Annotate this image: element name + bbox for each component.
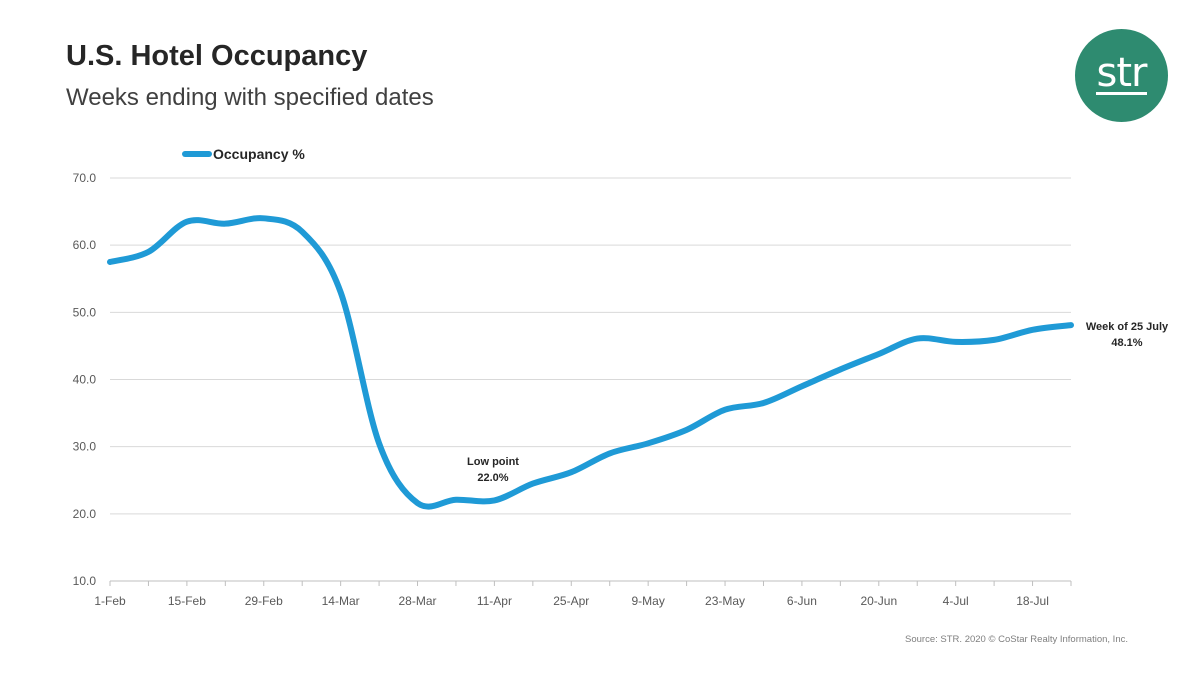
y-axis: 10.0 20.0 30.0 40.0 50.0 60.0 70.0 — [73, 171, 97, 588]
annotations: Low point 22.0% Week of 25 July 48.1% — [467, 321, 1169, 484]
x-tick-label: 4-Jul — [943, 594, 969, 608]
x-tick-label: 29-Feb — [245, 594, 283, 608]
str-logo: str — [1075, 29, 1168, 122]
series-occupancy — [107, 215, 1074, 510]
y-tick-label: 60.0 — [73, 238, 97, 252]
x-tick-label: 14-Mar — [322, 594, 360, 608]
chart-subtitle: Weeks ending with specified dates — [66, 84, 434, 111]
x-tick-label: 25-Apr — [553, 594, 589, 608]
source-note: Source: STR. 2020 © CoStar Realty Inform… — [905, 634, 1128, 645]
y-tick-label: 30.0 — [73, 440, 97, 454]
y-tick-label: 70.0 — [73, 171, 97, 185]
x-axis: 1-Feb 15-Feb 29-Feb 14-Mar 28-Mar 11-Apr 25-Ap… — [94, 580, 1072, 608]
y-tick-label: 10.0 — [73, 574, 97, 588]
chart-title: U.S. Hotel Occupancy — [66, 40, 368, 72]
x-tick-label: 18-Jul — [1016, 594, 1049, 608]
y-tick-label: 50.0 — [73, 305, 97, 319]
x-tick-label: 11-Apr — [477, 594, 512, 608]
annotation-last-week-label: Week of 25 July — [1086, 321, 1169, 333]
annotation-last-week-value: 48.1% — [1111, 337, 1142, 349]
x-tick-label: 20-Jun — [860, 594, 897, 608]
x-tick-label: 9-May — [631, 594, 664, 608]
x-tick-label: 1-Feb — [94, 594, 126, 608]
occupancy-line — [107, 215, 1074, 510]
y-tick-label: 20.0 — [73, 507, 97, 521]
x-tick-label: 6-Jun — [787, 594, 817, 608]
x-tick-label: 23-May — [705, 594, 745, 608]
annotation-low-point-value: 22.0% — [477, 472, 508, 484]
x-tick-label: 28-Mar — [399, 594, 437, 608]
annotation-low-point-label: Low point — [467, 456, 519, 468]
gridlines — [110, 177, 1071, 515]
legend: Occupancy % — [182, 146, 305, 162]
y-tick-label: 40.0 — [73, 373, 97, 387]
str-logo-text: str — [1095, 50, 1148, 96]
x-tick-label: 15-Feb — [168, 594, 206, 608]
legend-label-occupancy: Occupancy % — [213, 146, 305, 162]
